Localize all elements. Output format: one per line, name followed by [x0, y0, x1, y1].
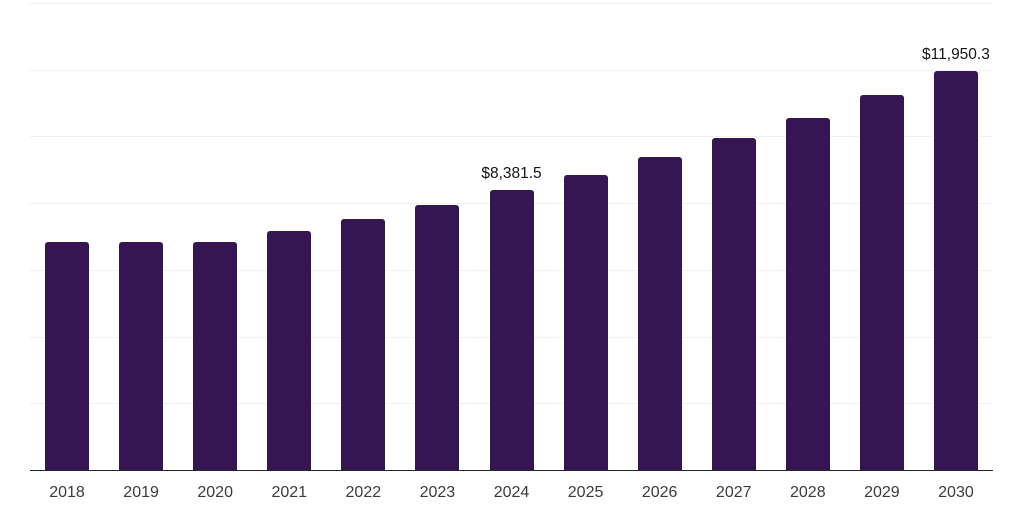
bar-2023 [415, 205, 460, 470]
bar-2021 [267, 231, 312, 470]
x-tick-2027: 2027 [715, 484, 752, 501]
bar-2029 [859, 95, 904, 470]
value-label-2030: $11,950.3 [922, 46, 990, 64]
x-tick-2018: 2018 [49, 484, 85, 501]
bar-2030 [933, 71, 978, 470]
bar-2022 [341, 219, 386, 470]
x-tick-2030: 2030 [938, 484, 974, 501]
x-tick-2022: 2022 [345, 484, 382, 501]
x-tick-2026: 2026 [641, 484, 678, 501]
bar-2020 [193, 242, 238, 470]
bar-2028 [785, 117, 830, 470]
x-tick-2020: 2020 [197, 484, 233, 501]
x-tick-2024: 2024 [493, 484, 530, 501]
x-tick-2025: 2025 [567, 484, 604, 501]
bar-2019 [119, 241, 164, 470]
x-axis-line [30, 469, 993, 471]
x-tick-2023: 2023 [419, 484, 456, 501]
gridline-10000 [30, 136, 993, 138]
x-tick-2021: 2021 [271, 484, 308, 501]
bar-2024 [489, 190, 534, 470]
gridline-14000 [30, 3, 993, 4]
value-label-2024: $8,381.5 [481, 165, 542, 183]
x-tick-2019: 2019 [123, 484, 159, 501]
bar-2026 [637, 156, 682, 470]
x-tick-2028: 2028 [790, 484, 826, 501]
gridline-12000 [30, 69, 993, 71]
bar-2025 [563, 174, 608, 470]
x-tick-2029: 2029 [864, 484, 900, 501]
bar-2027 [711, 138, 756, 470]
bar-2018 [45, 241, 90, 470]
